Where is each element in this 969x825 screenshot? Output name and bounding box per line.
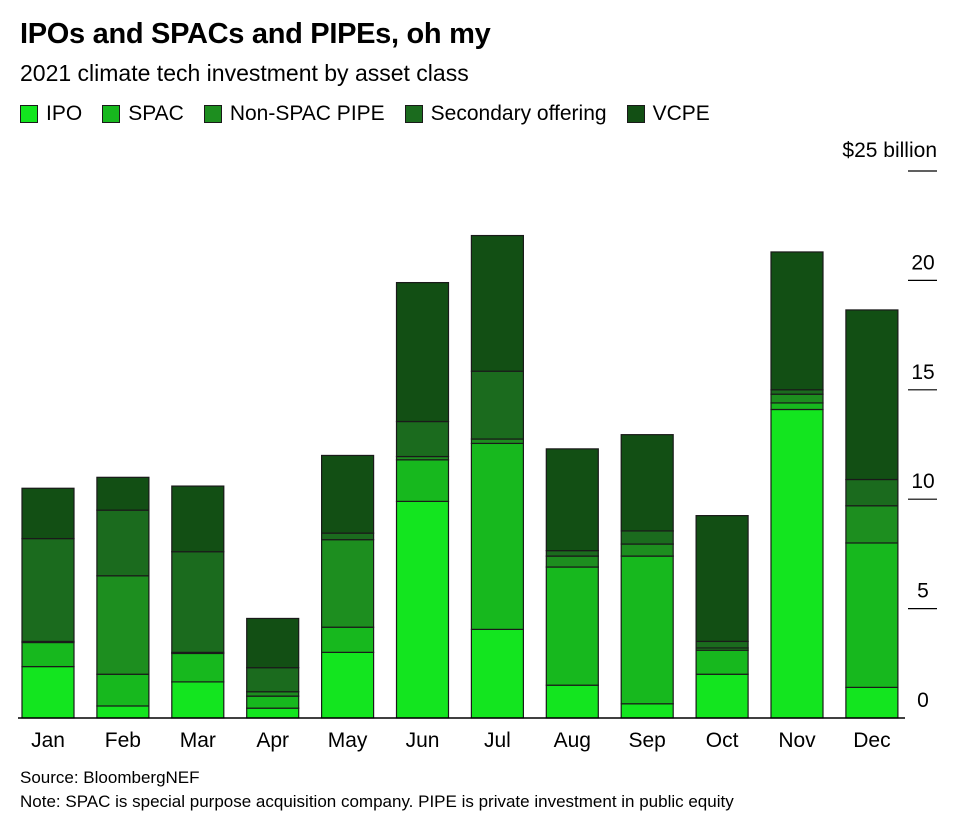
bar-segment (620, 703, 674, 719)
bar-segment (321, 532, 375, 541)
x-tick-label: Nov (778, 729, 816, 752)
bar-segment (770, 251, 824, 391)
bar-segment (470, 442, 524, 630)
x-tick-label: Jun (406, 729, 440, 752)
x-tick-label: Oct (706, 729, 739, 752)
bar-segment (321, 651, 375, 719)
legend-item: Secondary offering (404, 102, 607, 126)
bar-segment (246, 617, 300, 669)
bar-segment (545, 448, 599, 552)
bar-segment (171, 551, 225, 653)
y-tick-label: 10 (911, 470, 934, 493)
bar-segment (545, 555, 599, 568)
chart-subtitle: 2021 climate tech investment by asset cl… (20, 60, 469, 86)
y-axis-unit-label: $25 billion (842, 139, 937, 162)
bar-segment (321, 626, 375, 653)
bar-segment (620, 530, 674, 545)
x-tick-label: Mar (180, 729, 216, 752)
source-text: Source: BloombergNEF (20, 768, 200, 787)
legend-item: Non-SPAC PIPE (203, 102, 385, 126)
legend-swatch (626, 105, 645, 123)
chart-plot: Jan Feb Mar Apr May Jun Jul Aug Sep Oct Nov Dec 0 5 10… (18, 139, 937, 752)
bar-segment (845, 505, 899, 544)
chart-title: IPOs and SPACs and PIPEs, oh my (20, 18, 491, 50)
bar-segment (845, 478, 899, 507)
bar-segment (695, 515, 749, 643)
x-tick-label: Jan (31, 729, 65, 752)
bar-segment (395, 459, 450, 502)
bar-segment (620, 543, 674, 557)
bar-segment (770, 389, 824, 395)
bar-segment (246, 695, 300, 709)
legend-swatch (102, 105, 121, 123)
bar-segment (96, 476, 150, 511)
bar-segment (620, 555, 674, 705)
bar-segment (695, 640, 749, 649)
bar-segment (470, 438, 524, 445)
legend-label: Non-SPAC PIPE (229, 102, 385, 125)
bar-segment (695, 649, 749, 675)
bar-segment (545, 566, 599, 686)
bar-segment (470, 628, 524, 719)
bar-segment (395, 420, 450, 458)
bar-segment (620, 434, 674, 532)
legend-item: VCPE (626, 102, 710, 126)
bar-segment (21, 641, 75, 668)
bar-segment (845, 309, 899, 481)
bar-segment (695, 673, 749, 719)
bar-segment (770, 402, 824, 411)
bar-segment (96, 509, 150, 577)
bar-segment (321, 539, 375, 628)
bar-segment (470, 370, 524, 440)
bar-segment (545, 550, 599, 557)
bar-segment (246, 707, 300, 719)
bar-segment (246, 667, 300, 693)
legend-swatch (404, 105, 423, 123)
x-tick-label: Sep (629, 729, 666, 752)
bar-segment (171, 681, 225, 719)
bar-segment (171, 485, 225, 553)
bar-segment (96, 575, 150, 675)
note-text: Note: SPAC is special purpose acquisitio… (20, 792, 734, 811)
legend-label: Secondary offering (430, 102, 607, 125)
x-tick-label: Aug (554, 729, 591, 752)
bar-segment (21, 487, 75, 540)
x-tick-label: Feb (105, 729, 141, 752)
bar-segment (96, 705, 150, 719)
bar-segment (770, 408, 824, 719)
x-tick-label: Apr (256, 729, 289, 752)
x-tick-label: Dec (853, 729, 890, 752)
legend-swatch (203, 105, 222, 123)
bar-segment (96, 673, 150, 707)
bar-segment (246, 691, 300, 697)
bar-segment (395, 281, 450, 423)
bar-segment (770, 393, 824, 404)
legend-label: IPO (46, 102, 83, 125)
bar-segment (395, 500, 450, 719)
bar-segment (845, 686, 899, 719)
bar-segment (171, 652, 225, 683)
bar-segment (21, 665, 75, 719)
y-tick-label: 5 (917, 580, 929, 603)
bar-segment (21, 537, 75, 643)
y-tick-label: 20 (911, 251, 934, 274)
legend: IPO SPAC Non-SPAC PIPE Secondary offering VC… (20, 102, 730, 126)
bar-segment (470, 234, 524, 372)
x-tick-label: May (328, 729, 368, 752)
bar-segment (321, 454, 375, 534)
legend-label: SPAC (128, 102, 184, 125)
legend-item: SPAC (102, 102, 184, 126)
y-tick-label: 15 (911, 361, 934, 384)
bar-segment (845, 542, 899, 688)
x-tick-label: Jul (484, 729, 511, 752)
legend-swatch (20, 105, 38, 123)
y-tick-label: 0 (917, 689, 929, 712)
legend-item: IPO (20, 102, 82, 126)
legend-label: VCPE (652, 102, 710, 125)
bar-segment (545, 684, 599, 719)
